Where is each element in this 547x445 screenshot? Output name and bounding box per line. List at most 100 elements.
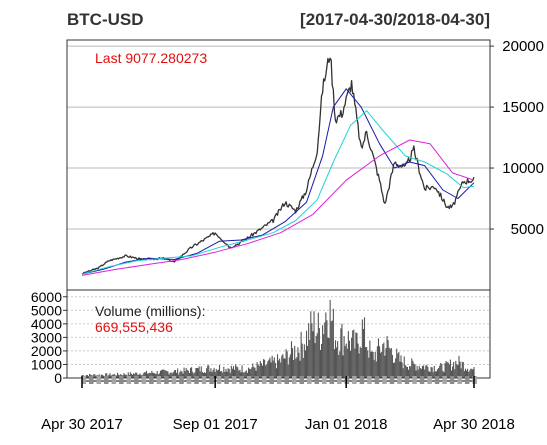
volume-bar	[450, 360, 451, 378]
x-minor-tick	[142, 376, 147, 384]
x-minor-tick	[427, 376, 432, 384]
volume-bar	[309, 340, 310, 378]
x-minor-tick	[390, 376, 395, 384]
x-minor-tick	[375, 376, 380, 384]
x-minor-tick	[254, 376, 259, 384]
volume-bar	[306, 331, 307, 378]
volume-bar	[381, 352, 382, 378]
volume-bar	[278, 360, 279, 378]
volume-bar	[379, 346, 380, 378]
volume-bar	[342, 355, 343, 378]
volume-bar	[252, 363, 253, 378]
volume-bar	[460, 362, 461, 378]
volume-bar	[378, 338, 379, 378]
volume-bar	[341, 324, 342, 378]
x-minor-tick	[284, 376, 289, 384]
volume-bar	[412, 361, 413, 378]
volume-bar	[330, 300, 331, 378]
price-y-tick-label: 20000	[502, 38, 544, 55]
x-minor-tick	[97, 376, 102, 384]
volume-bar	[419, 366, 420, 378]
x-tick-label: Apr 30 2017	[41, 416, 123, 433]
volume-bar	[317, 333, 318, 378]
volume-bar	[380, 353, 381, 378]
volume-bar	[463, 362, 464, 378]
x-minor-tick	[172, 376, 177, 384]
volume-bar	[293, 360, 294, 378]
volume-bar	[163, 370, 164, 378]
volume-bar	[426, 365, 427, 378]
x-minor-tick	[239, 376, 244, 384]
volume-y-axis: 0100020003000400050006000	[31, 289, 67, 386]
volume-bar	[413, 363, 414, 378]
x-minor-tick	[194, 376, 199, 384]
x-minor-tick	[209, 376, 214, 384]
volume-bar	[404, 357, 405, 378]
volume-bar	[155, 374, 156, 378]
volume-bar	[287, 351, 288, 378]
x-minor-tick	[337, 376, 342, 384]
volume-bar	[329, 338, 330, 378]
volume-bar	[257, 362, 258, 378]
x-minor-tick	[292, 376, 297, 384]
volume-bar	[367, 351, 368, 378]
volume-bar	[337, 341, 338, 378]
volume-bar	[382, 344, 383, 378]
volume-bar	[289, 357, 290, 378]
volume-bar	[282, 354, 283, 378]
volume-bar	[316, 336, 317, 378]
volume-bar	[318, 313, 319, 378]
volume-bar	[324, 322, 325, 378]
volume-bar	[339, 351, 340, 378]
volume-bar	[447, 362, 448, 378]
x-minor-tick	[397, 376, 402, 384]
volume-bar	[368, 358, 369, 378]
volume-bar	[284, 359, 285, 378]
x-minor-tick	[224, 376, 229, 384]
x-minor-tick	[307, 376, 312, 384]
volume-bar	[470, 369, 471, 378]
volume-bar	[258, 364, 259, 378]
volume-bar	[303, 358, 304, 378]
volume-bar	[156, 374, 157, 378]
last-price-label: Last 9077.280273	[95, 50, 207, 66]
volume-bar	[359, 353, 360, 378]
volume-bar	[390, 349, 391, 378]
volume-bar	[345, 346, 346, 378]
volume-bar	[292, 348, 293, 378]
volume-bar	[326, 320, 327, 378]
volume-bar	[185, 371, 186, 378]
volume-bar	[398, 352, 399, 378]
volume-bar	[388, 340, 389, 378]
volume-bar	[458, 356, 459, 378]
volume-bar	[361, 348, 362, 378]
volume-bar	[453, 362, 454, 378]
volume-bar	[354, 349, 355, 378]
x-minor-tick	[412, 376, 417, 384]
volume-bar	[350, 351, 351, 378]
volume-bar	[321, 344, 322, 378]
volume-bar	[207, 365, 208, 378]
volume-bar	[286, 349, 287, 378]
x-minor-tick	[164, 376, 169, 384]
volume-bar	[446, 361, 447, 378]
volume-bar	[269, 358, 270, 378]
x-minor-tick	[119, 376, 124, 384]
volume-bar	[393, 363, 394, 378]
volume-bar	[349, 341, 350, 378]
x-minor-tick	[187, 376, 192, 384]
volume-bar	[200, 371, 201, 378]
chart-title: BTC-USD	[67, 10, 144, 29]
volume-bar	[322, 325, 323, 378]
x-minor-tick	[232, 376, 237, 384]
volume-bar	[389, 348, 390, 378]
volume-bar	[238, 371, 239, 378]
x-minor-tick	[405, 376, 410, 384]
volume-bar	[364, 317, 365, 378]
volume-bar	[280, 363, 281, 378]
volume-bar	[201, 366, 202, 378]
volume-bar	[403, 368, 404, 378]
volume-bar	[363, 329, 364, 378]
